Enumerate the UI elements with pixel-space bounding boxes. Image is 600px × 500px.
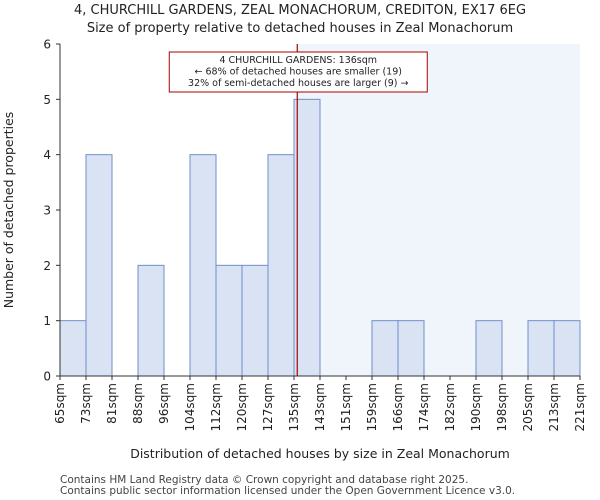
x-axis-label: Distribution of detached houses by size … bbox=[130, 446, 510, 461]
x-tick-label: 135sqm bbox=[287, 383, 301, 431]
annotation-box bbox=[168, 51, 428, 93]
x-tick-label: 120sqm bbox=[235, 383, 249, 431]
x-tick-label: 159sqm bbox=[365, 383, 379, 431]
footer-copyright: Contains HM Land Registry data © Crown c… bbox=[60, 474, 469, 486]
x-tick-label: 143sqm bbox=[313, 383, 327, 431]
bar-205sqm bbox=[527, 320, 555, 377]
x-tick-label: 112sqm bbox=[209, 383, 223, 431]
bar-135sqm bbox=[293, 98, 321, 377]
y-axis-ticks: 0 1 2 3 4 5 6 bbox=[43, 38, 60, 384]
bar-190sqm bbox=[475, 320, 503, 377]
x-tick-label: 166sqm bbox=[391, 383, 405, 431]
y-tick-label: 4 bbox=[43, 148, 51, 162]
y-tick-label: 3 bbox=[43, 204, 51, 218]
bar-73sqm bbox=[85, 154, 113, 377]
bar-65sqm bbox=[59, 320, 87, 377]
chart-subtitle: Size of property relative to detached ho… bbox=[86, 21, 514, 36]
x-tick-label: 81sqm bbox=[105, 383, 119, 424]
x-axis-ticks: 65sqm 73sqm 81sqm 88sqm 96sqm 104sqm 112sqm 120… bbox=[53, 376, 587, 431]
annotation-line-1: 4 CHURCHILL GARDENS: 136sqm bbox=[219, 55, 377, 66]
x-tick-label: 104sqm bbox=[183, 383, 197, 431]
y-tick-label: 1 bbox=[43, 314, 51, 328]
x-tick-label: 127sqm bbox=[261, 383, 275, 431]
x-tick-label: 213sqm bbox=[547, 383, 561, 431]
bar-112sqm bbox=[215, 264, 243, 377]
bar-213sqm bbox=[553, 320, 581, 377]
footer-licence: Contains public sector information licen… bbox=[60, 485, 516, 497]
x-tick-label: 96sqm bbox=[157, 383, 171, 424]
bar-166sqm bbox=[397, 320, 425, 377]
property-annotation: 4 CHURCHILL GARDENS: 136sqm ← 68% of det… bbox=[168, 51, 428, 93]
x-tick-label: 221sqm bbox=[573, 383, 587, 431]
x-tick-label: 88sqm bbox=[131, 383, 145, 424]
annotation-line-3: 32% of semi-detached houses are larger (… bbox=[188, 78, 408, 89]
annotation-line-2: ← 68% of detached houses are smaller (19… bbox=[195, 67, 402, 78]
y-tick-label: 0 bbox=[43, 370, 51, 384]
y-tick-label: 6 bbox=[43, 38, 51, 52]
x-tick-label: 190sqm bbox=[469, 383, 483, 431]
x-tick-label: 73sqm bbox=[79, 383, 93, 424]
x-tick-label: 182sqm bbox=[443, 383, 457, 431]
x-tick-label: 151sqm bbox=[339, 383, 353, 431]
bar-159sqm bbox=[371, 320, 399, 377]
x-tick-label: 205sqm bbox=[521, 383, 535, 431]
bar-127sqm bbox=[267, 154, 295, 377]
bar-104sqm bbox=[189, 154, 217, 377]
x-tick-label: 65sqm bbox=[53, 383, 67, 424]
x-tick-label: 198sqm bbox=[495, 383, 509, 431]
y-tick-label: 2 bbox=[43, 259, 51, 273]
y-tick-label: 5 bbox=[43, 93, 51, 107]
x-tick-label: 174sqm bbox=[417, 383, 431, 431]
bar-88sqm bbox=[137, 264, 165, 377]
bars-group bbox=[59, 98, 581, 377]
chart-title: 4, CHURCHILL GARDENS, ZEAL MONACHORUM, C… bbox=[73, 3, 527, 18]
bar-120sqm bbox=[241, 264, 269, 377]
y-axis-label: Number of detached properties bbox=[1, 112, 16, 309]
